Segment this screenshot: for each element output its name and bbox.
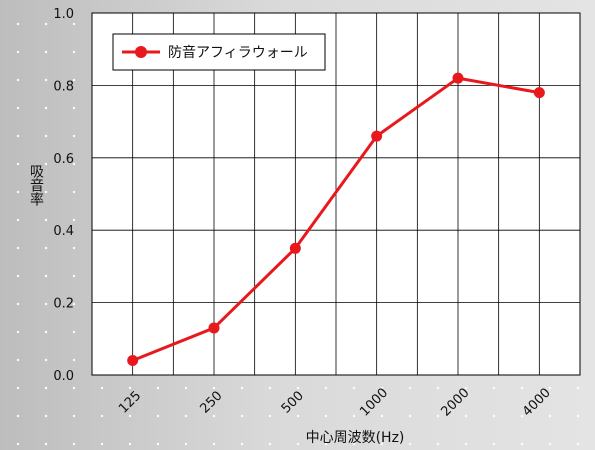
y-tick-label: 0.2 [53, 297, 74, 312]
x-axis-title: 中心周波数(Hz) [306, 430, 405, 446]
x-tick-label: 125 [116, 388, 144, 416]
data-point [289, 242, 301, 254]
y-tick-label: 0.8 [53, 79, 74, 94]
y-tick-label: 0.4 [53, 224, 74, 239]
legend-label: 防音アフィラウォール [168, 44, 308, 61]
x-tick-label: 2000 [439, 386, 473, 420]
x-tick-label: 250 [197, 388, 225, 416]
data-point [208, 322, 220, 334]
data-point [452, 72, 464, 84]
y-tick-labels: 0.0 0.2 0.4 0.6 0.8 1.0 [53, 7, 74, 384]
y-tick-label: 0.6 [53, 152, 74, 167]
x-tick-label: 500 [279, 388, 307, 416]
x-tick-label: 4000 [520, 386, 554, 420]
x-tick-label: 1000 [357, 386, 391, 420]
data-point [533, 87, 545, 99]
data-point [127, 355, 139, 367]
y-tick-label: 1.0 [53, 7, 74, 22]
legend-marker [135, 46, 147, 58]
series-group [127, 72, 545, 367]
series-line [132, 76, 540, 362]
legend: 防音アフィラウォール [112, 33, 326, 71]
y-tick-label: 0.0 [53, 369, 74, 384]
x-tick-labels: 125 250 500 1000 2000 4000 [116, 386, 554, 420]
data-point [371, 130, 383, 142]
y-axis-title: 吸音率 [28, 164, 44, 206]
